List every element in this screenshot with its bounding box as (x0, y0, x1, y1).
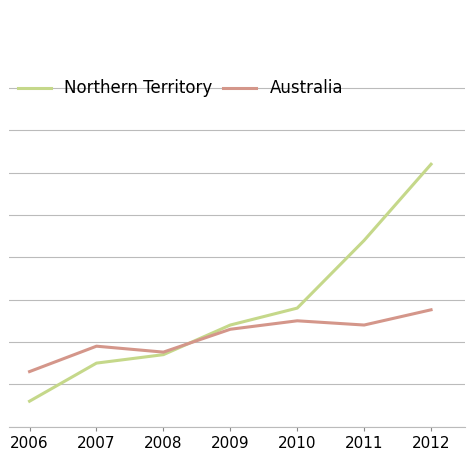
Northern Territory (228, 322, 233, 328)
Northern Territory (27, 398, 32, 404)
Australia (161, 349, 166, 355)
Australia (228, 327, 233, 332)
Australia (428, 307, 434, 313)
Australia (361, 322, 367, 328)
Legend: Northern Territory, Australia: Northern Territory, Australia (18, 80, 343, 98)
Australia (94, 343, 100, 349)
Line: Australia: Australia (29, 310, 431, 372)
Northern Territory (94, 360, 100, 366)
Line: Northern Territory: Northern Territory (29, 164, 431, 401)
Northern Territory (428, 161, 434, 167)
Northern Territory (294, 305, 300, 311)
Australia (27, 369, 32, 374)
Northern Territory (161, 352, 166, 357)
Northern Territory (361, 237, 367, 243)
Australia (294, 318, 300, 324)
